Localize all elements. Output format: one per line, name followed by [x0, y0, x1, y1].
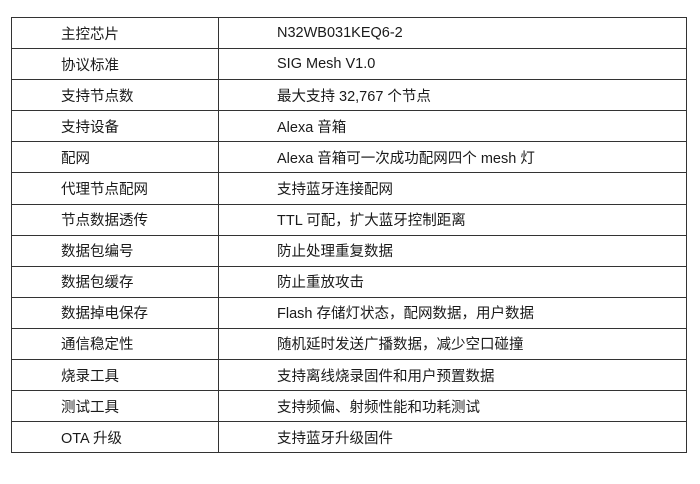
spec-label: 数据包缓存: [11, 265, 219, 298]
spec-label: 配网: [11, 141, 219, 174]
spec-label: 数据掉电保存: [11, 296, 219, 329]
table-row: 烧录工具 支持离线烧录固件和用户预置数据: [11, 359, 687, 392]
spec-value: 支持频偏、射频性能和功耗测试: [218, 390, 687, 423]
table-row: 节点数据透传 TTL 可配，扩大蓝牙控制距离: [11, 203, 687, 236]
table-row: 主控芯片 N32WB031KEQ6-2: [11, 16, 687, 50]
spec-label: 测试工具: [11, 390, 219, 423]
spec-value: Flash 存储灯状态，配网数据，用户数据: [218, 296, 687, 329]
table-row: 通信稳定性 随机延时发送广播数据，减少空口碰撞: [11, 327, 687, 361]
spec-table-body: 主控芯片 N32WB031KEQ6-2 协议标准 SIG Mesh V1.0 支持节点数…: [11, 16, 687, 454]
table-row: 支持设备 Alexa 音箱: [11, 110, 687, 143]
table-row: 测试工具 支持频偏、射频性能和功耗测试: [11, 390, 687, 423]
spec-value: 防止重放攻击: [218, 265, 687, 298]
spec-value: 随机延时发送广播数据，减少空口碰撞: [218, 327, 687, 361]
table-row: OTA 升级 支持蓝牙升级固件: [11, 421, 687, 454]
spec-label: 烧录工具: [11, 359, 219, 392]
table-row: 协议标准 SIG Mesh V1.0: [11, 48, 687, 81]
spec-label: 数据包编号: [11, 234, 219, 267]
spec-label: 协议标准: [11, 48, 219, 81]
spec-label: 主控芯片: [11, 16, 219, 50]
table-row: 支持节点数 最大支持 32,767 个节点: [11, 79, 687, 112]
spec-value: 最大支持 32,767 个节点: [218, 79, 687, 112]
spec-label: 通信稳定性: [11, 327, 219, 361]
spec-value: 支持离线烧录固件和用户预置数据: [218, 359, 687, 392]
table-row: 数据掉电保存 Flash 存储灯状态，配网数据，用户数据: [11, 296, 687, 329]
table-row: 数据包缓存 防止重放攻击: [11, 265, 687, 298]
spec-value: 支持蓝牙升级固件: [218, 421, 687, 454]
spec-value: SIG Mesh V1.0: [218, 48, 687, 81]
table-row: 代理节点配网 支持蓝牙连接配网: [11, 172, 687, 205]
spec-value: Alexa 音箱: [218, 110, 687, 143]
spec-label: 节点数据透传: [11, 203, 219, 236]
spec-value: TTL 可配，扩大蓝牙控制距离: [218, 203, 687, 236]
spec-table: 主控芯片 N32WB031KEQ6-2 协议标准 SIG Mesh V1.0 支持节点数…: [11, 16, 687, 454]
spec-label: 代理节点配网: [11, 172, 219, 205]
spec-label: 支持设备: [11, 110, 219, 143]
spec-value: 支持蓝牙连接配网: [218, 172, 687, 205]
table-row: 配网 Alexa 音箱可一次成功配网四个 mesh 灯: [11, 141, 687, 174]
spec-value: N32WB031KEQ6-2: [218, 16, 687, 50]
spec-value: Alexa 音箱可一次成功配网四个 mesh 灯: [218, 141, 687, 174]
spec-value: 防止处理重复数据: [218, 234, 687, 267]
spec-label: 支持节点数: [11, 79, 219, 112]
table-row: 数据包编号 防止处理重复数据: [11, 234, 687, 267]
spec-label: OTA 升级: [11, 421, 219, 454]
